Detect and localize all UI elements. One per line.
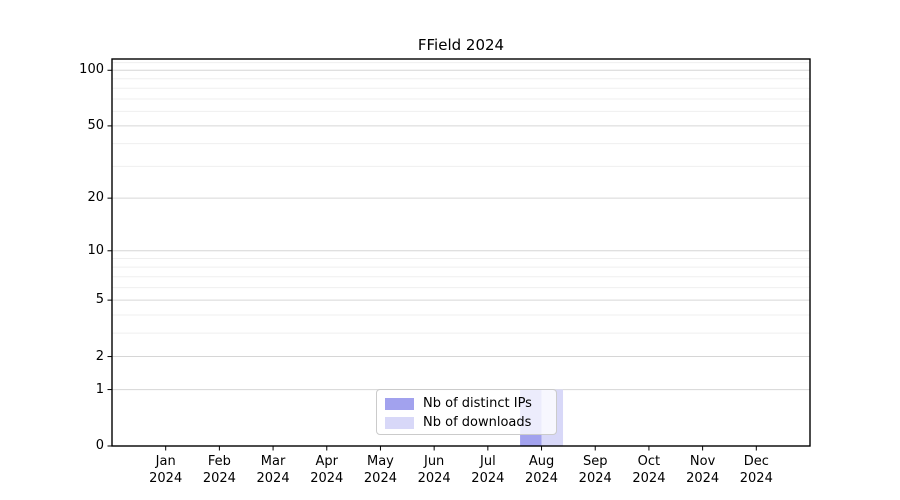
legend-label-distinct-ips: Nb of distinct IPs xyxy=(423,396,532,411)
x-tick-label-dec: Dec 2024 xyxy=(739,454,773,487)
legend-swatch-distinct-ips xyxy=(385,397,414,410)
x-tick-label-jun: Jun 2024 xyxy=(417,454,451,487)
plot-frame xyxy=(111,58,811,447)
y-tick-label-0: 0 xyxy=(95,438,104,453)
legend: Nb of distinct IPs Nb of downloads xyxy=(376,389,557,435)
x-tick-label-mar: Mar 2024 xyxy=(256,454,290,487)
y-tick-label-50: 50 xyxy=(87,117,104,133)
y-tick-label-20: 20 xyxy=(87,190,104,206)
x-tick-label-jan: Jan 2024 xyxy=(149,454,183,487)
legend-label-downloads: Nb of downloads xyxy=(423,415,532,430)
legend-swatch-downloads xyxy=(385,416,414,429)
x-tick-label-jul: Jul 2024 xyxy=(471,454,505,487)
y-tick-label-10: 10 xyxy=(87,242,104,258)
x-tick-label-oct: Oct 2024 xyxy=(632,454,666,487)
x-tick-label-feb: Feb 2024 xyxy=(202,454,236,487)
x-tick-label-sep: Sep 2024 xyxy=(578,454,612,487)
y-tick-label-1: 1 xyxy=(95,381,104,397)
y-tick-label-5: 5 xyxy=(95,292,104,308)
legend-item-downloads: Nb of downloads xyxy=(385,413,556,432)
x-tick-label-aug: Aug 2024 xyxy=(524,454,559,487)
y-tick-label-2: 2 xyxy=(95,348,104,364)
x-tick-label-nov: Nov 2024 xyxy=(686,454,720,487)
x-tick-label-apr: Apr 2024 xyxy=(310,454,344,487)
legend-item-distinct-ips: Nb of distinct IPs xyxy=(385,394,556,413)
chart-title: FField 2024 xyxy=(417,36,505,54)
x-tick-label-may: May 2024 xyxy=(363,454,397,487)
y-tick-label-100: 100 xyxy=(79,62,104,78)
